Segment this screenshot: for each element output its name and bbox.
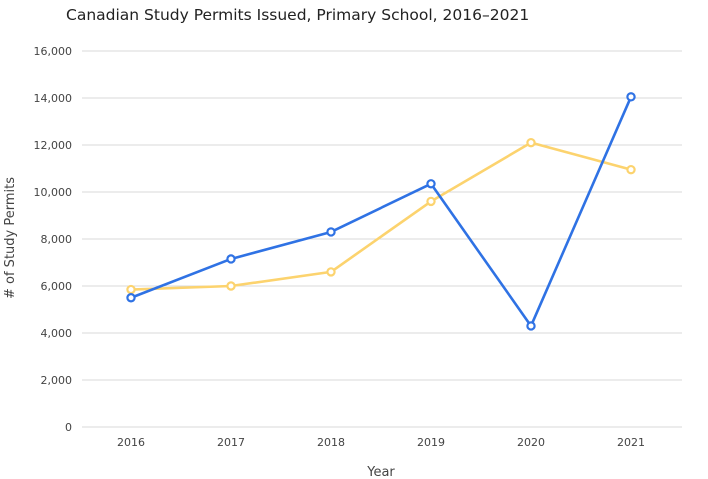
series-points [126,92,636,331]
data-point-series-1[interactable] [326,267,336,277]
x-tick-labels: 2016 2017 2018 2019 2020 2021 [117,436,645,449]
series-line-1 [129,141,633,291]
y-axis-label: # of Study Permits [3,177,18,299]
x-tick-label: 2018 [317,436,345,449]
data-point-series-0[interactable] [426,179,436,189]
data-point-series-1[interactable] [526,137,536,148]
y-tick-label: 0 [65,421,72,434]
series-line-0 [129,95,633,328]
y-tick-label: 6,000 [41,280,73,293]
y-tick-label: 16,000 [34,45,73,58]
x-tick-label: 2020 [517,436,545,449]
y-tick-label: 10,000 [34,186,73,199]
data-point-series-1[interactable] [626,164,636,175]
data-point-series-1[interactable] [426,196,436,207]
y-tick-label: 2,000 [41,374,73,387]
data-point-series-0[interactable] [526,321,536,331]
x-tick-label: 2021 [617,436,645,449]
x-axis-label: Year [366,465,395,479]
x-tick-label: 2019 [417,436,445,449]
data-point-series-0[interactable] [626,92,636,102]
y-tick-labels: 0 2,000 4,000 6,000 8,000 10,000 12,000 14,000 1… [34,45,73,434]
y-tick-label: 14,000 [34,92,73,105]
data-point-series-1[interactable] [226,281,236,291]
data-point-series-1[interactable] [126,284,136,295]
x-tick-label: 2016 [117,436,145,449]
y-tick-label: 12,000 [34,139,73,152]
gridlines [82,50,682,428]
series-lines [129,95,633,328]
y-tick-label: 8,000 [41,233,73,246]
data-point-series-0[interactable] [126,293,136,303]
y-tick-label: 4,000 [41,327,73,340]
chart-title: Canadian Study Permits Issued, Primary S… [66,6,529,24]
data-point-series-0[interactable] [326,227,336,237]
x-tick-label: 2017 [217,436,245,449]
data-point-series-0[interactable] [226,254,236,264]
